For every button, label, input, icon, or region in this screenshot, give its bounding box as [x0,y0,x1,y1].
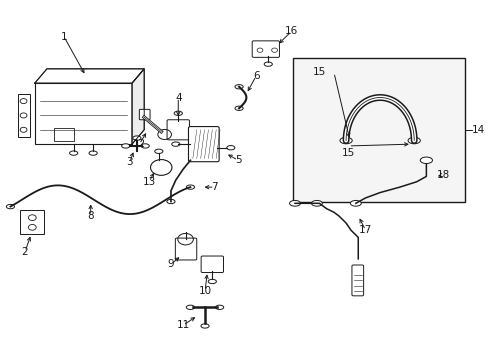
Text: 12: 12 [132,139,146,149]
Ellipse shape [186,185,194,189]
Text: 7: 7 [211,182,218,192]
Text: 6: 6 [252,71,259,81]
Ellipse shape [69,151,78,155]
Ellipse shape [311,201,322,206]
Text: 17: 17 [358,225,371,235]
Text: 10: 10 [198,286,211,296]
Ellipse shape [154,149,163,153]
Text: 14: 14 [470,125,484,135]
FancyBboxPatch shape [201,256,223,273]
Ellipse shape [171,142,180,146]
FancyBboxPatch shape [167,120,189,140]
FancyBboxPatch shape [139,109,150,120]
FancyBboxPatch shape [351,265,363,296]
FancyBboxPatch shape [18,94,30,137]
Ellipse shape [208,279,216,284]
Text: 5: 5 [234,155,241,165]
FancyBboxPatch shape [188,127,219,162]
Ellipse shape [264,62,272,66]
Ellipse shape [141,144,149,148]
Ellipse shape [289,201,300,206]
Ellipse shape [174,111,182,116]
Text: 16: 16 [285,26,298,36]
Text: 8: 8 [87,211,94,221]
FancyBboxPatch shape [35,83,132,144]
Ellipse shape [419,157,431,163]
Polygon shape [132,69,144,144]
Ellipse shape [350,201,361,206]
Text: 1: 1 [61,32,67,41]
Ellipse shape [6,204,15,209]
Text: 15: 15 [312,67,325,77]
Polygon shape [35,69,144,83]
Text: 13: 13 [142,177,155,187]
Text: 2: 2 [21,247,28,257]
Text: 18: 18 [436,170,449,180]
Ellipse shape [226,145,234,150]
FancyBboxPatch shape [252,41,279,57]
Ellipse shape [122,144,129,148]
Text: 3: 3 [126,157,133,167]
Text: 9: 9 [167,259,174,269]
Ellipse shape [215,305,223,310]
Ellipse shape [235,106,243,111]
Text: 4: 4 [175,93,181,103]
FancyBboxPatch shape [20,211,44,234]
Ellipse shape [407,137,420,144]
FancyBboxPatch shape [175,238,196,260]
Ellipse shape [339,137,351,144]
Ellipse shape [133,136,141,140]
Ellipse shape [235,85,243,89]
Bar [54,128,74,140]
Text: 15: 15 [341,148,354,158]
Ellipse shape [166,199,175,204]
Ellipse shape [89,151,97,155]
Ellipse shape [186,305,194,310]
Bar [292,58,465,202]
Ellipse shape [201,324,209,328]
Text: 11: 11 [176,320,189,330]
